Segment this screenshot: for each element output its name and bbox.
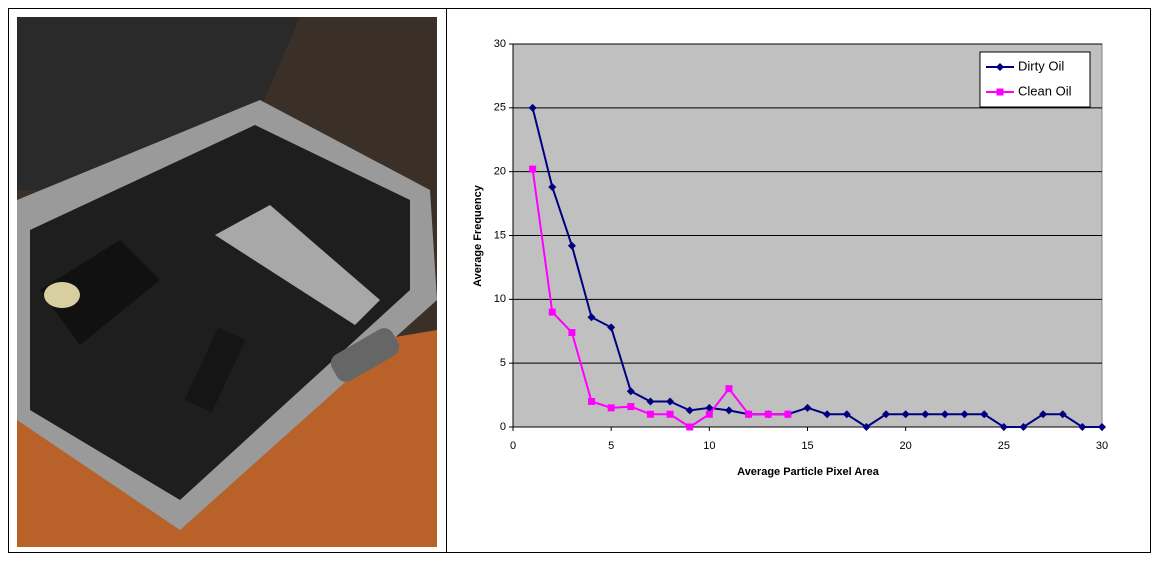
data-point bbox=[724, 406, 733, 415]
x-axis-label: Average Particle Pixel Area bbox=[737, 466, 880, 478]
photo bbox=[17, 17, 437, 547]
data-point bbox=[528, 103, 537, 112]
data-point bbox=[803, 403, 812, 412]
data-point bbox=[842, 410, 851, 419]
y-tick-label: 30 bbox=[494, 38, 506, 50]
data-point bbox=[705, 410, 713, 418]
photo-tape bbox=[44, 282, 80, 308]
x-tick-label: 30 bbox=[1096, 440, 1108, 452]
data-point bbox=[686, 423, 694, 431]
data-point bbox=[548, 182, 557, 191]
data-point bbox=[999, 423, 1008, 431]
data-point bbox=[626, 387, 635, 396]
data-point bbox=[940, 410, 949, 419]
data-point bbox=[666, 410, 674, 418]
data-point bbox=[685, 406, 694, 415]
y-tick-label: 5 bbox=[500, 357, 506, 369]
legend-marker bbox=[996, 88, 1004, 96]
x-tick-label: 15 bbox=[801, 440, 813, 452]
y-tick-label: 0 bbox=[500, 421, 506, 433]
legend-label: Clean Oil bbox=[1018, 83, 1072, 98]
x-tick-label: 5 bbox=[608, 440, 614, 452]
photo-handle bbox=[330, 328, 400, 382]
legend-label: Dirty Oil bbox=[1018, 58, 1064, 73]
y-axis-label: Average Frequency bbox=[472, 184, 484, 287]
data-point bbox=[901, 410, 910, 419]
data-point bbox=[784, 410, 792, 418]
series-line bbox=[531, 168, 788, 429]
x-tick-label: 25 bbox=[998, 440, 1010, 452]
data-point bbox=[823, 410, 832, 419]
photo-laser bbox=[184, 327, 246, 413]
data-point bbox=[960, 410, 969, 419]
data-point bbox=[607, 404, 615, 412]
y-tick-label: 25 bbox=[494, 102, 506, 114]
legend bbox=[979, 51, 1091, 108]
data-point bbox=[725, 385, 733, 393]
photo-box bbox=[40, 240, 160, 345]
data-point bbox=[646, 397, 655, 406]
data-point bbox=[646, 410, 654, 418]
data-point bbox=[764, 410, 772, 418]
data-point bbox=[568, 329, 576, 337]
data-point bbox=[882, 410, 891, 419]
data-point bbox=[587, 313, 596, 322]
legend-marker bbox=[996, 63, 1004, 71]
data-point bbox=[548, 308, 556, 316]
x-tick-label: 0 bbox=[510, 440, 516, 452]
data-point bbox=[666, 397, 675, 406]
data-point bbox=[529, 165, 537, 173]
data-point bbox=[862, 423, 871, 431]
data-point bbox=[1078, 423, 1087, 431]
data-point bbox=[1039, 410, 1048, 419]
data-point bbox=[1098, 423, 1106, 431]
data-point bbox=[588, 397, 596, 405]
y-tick-label: 20 bbox=[494, 166, 506, 178]
data-point bbox=[1019, 423, 1028, 431]
y-tick-label: 15 bbox=[494, 229, 506, 241]
x-tick-label: 10 bbox=[703, 440, 715, 452]
data-point bbox=[627, 403, 635, 411]
data-point bbox=[705, 403, 714, 412]
data-point bbox=[745, 410, 753, 418]
data-point bbox=[1058, 410, 1067, 419]
photo-lid-foam bbox=[17, 17, 300, 190]
x-tick-label: 20 bbox=[900, 440, 912, 452]
data-point bbox=[607, 323, 616, 332]
y-tick-label: 10 bbox=[494, 293, 506, 305]
data-point bbox=[567, 241, 576, 250]
photo-case-inside bbox=[30, 125, 410, 500]
data-point bbox=[921, 410, 930, 419]
photo-plate bbox=[215, 205, 380, 325]
data-point bbox=[980, 410, 989, 419]
